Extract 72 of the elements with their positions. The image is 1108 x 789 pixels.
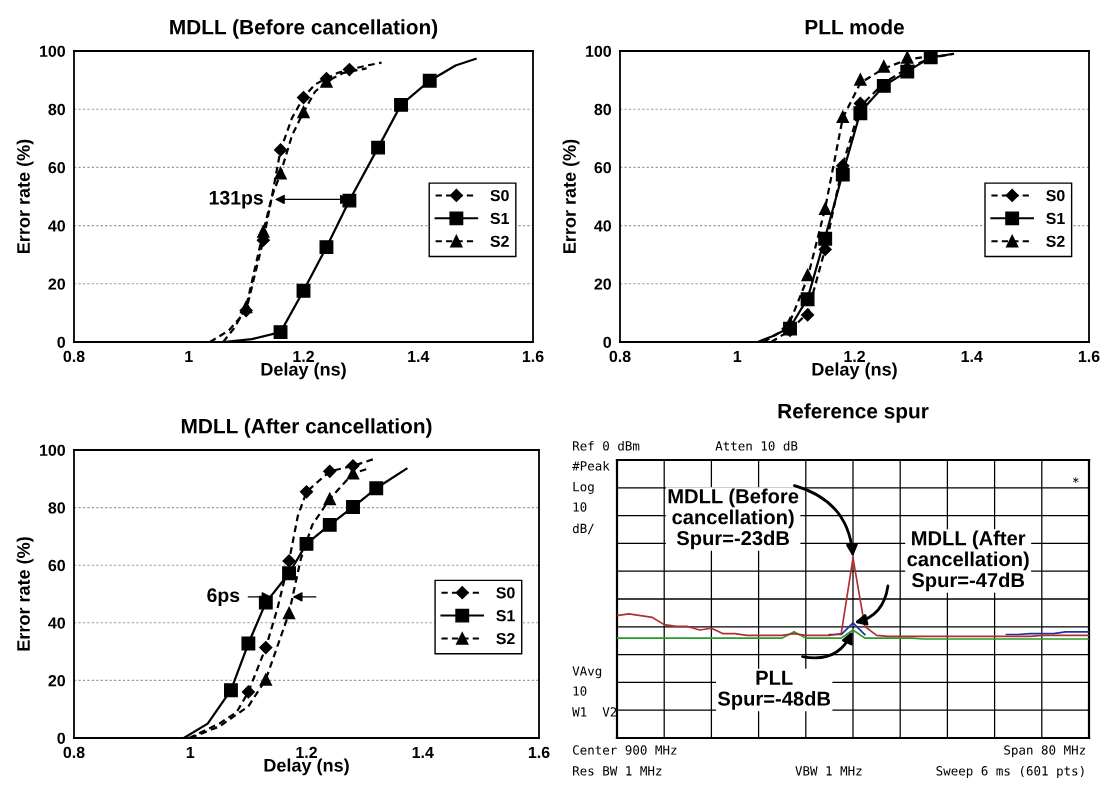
chart-title: Reference spur: [778, 403, 929, 423]
x-tick-label: 0.8: [63, 746, 85, 759]
y-tick-label: 60: [594, 162, 612, 174]
text: #Peak: [572, 460, 610, 471]
text: Center 900 MHz: [573, 745, 677, 755]
text: 10: [573, 686, 587, 696]
y-axis-title: Error rate (%): [16, 537, 34, 651]
text: *: [1073, 477, 1079, 483]
legend-label: S2: [496, 632, 515, 645]
y-tick-label: 100: [586, 45, 612, 57]
text: W1 V2: [572, 707, 617, 717]
annotation: 6ps: [207, 588, 240, 606]
chart-title: MDLL (After cancellation): [181, 418, 432, 438]
y-tick-label: 100: [40, 45, 66, 57]
annotation: MDLL (After cancellation) Spur=-47dB: [907, 530, 1029, 592]
y-tick-label: 0: [603, 336, 612, 348]
x-tick-label: 1.2: [296, 746, 317, 758]
text: MDLL (Before cancellation) Spur=-23dB: [668, 488, 799, 550]
y-tick-label: 40: [48, 617, 66, 629]
x-tick-label: 1.6: [528, 746, 550, 759]
y-tick-label: 100: [40, 444, 66, 456]
annotation: PLL Spur=-48dB: [717, 670, 831, 710]
text: Log: [573, 482, 594, 494]
y-tick-label: 20: [48, 675, 66, 687]
y-tick-label: 80: [48, 103, 66, 116]
y-tick-label: 20: [48, 278, 66, 290]
y-tick-label: 20: [594, 278, 612, 290]
legend-label: S2: [490, 235, 509, 247]
legend-label: S2: [1046, 235, 1065, 247]
text: dB/: [572, 523, 594, 535]
y-tick-label: 80: [48, 502, 66, 514]
y-tick-label: 0: [57, 336, 66, 348]
x-tick-label: 1: [185, 350, 193, 362]
x-tick-label: 1.4: [961, 350, 983, 362]
x-tick-label: 1.2: [293, 350, 314, 362]
legend-label: S1: [490, 212, 509, 225]
text: Atten 10 dB: [715, 440, 798, 451]
y-tick-label: 80: [594, 103, 612, 116]
y-tick-label: 60: [48, 559, 66, 572]
text: Span 80 MHz: [1004, 745, 1085, 758]
legend-label: S0: [496, 587, 515, 599]
y-tick-label: 0: [57, 732, 66, 744]
annotation: 131ps: [209, 190, 263, 209]
legend-label: S0: [490, 189, 509, 202]
y-axis-title: Error rate (%): [562, 139, 580, 253]
y-tick-label: 60: [48, 162, 66, 174]
y-tick-label: 40: [594, 220, 612, 232]
x-tick-label: 0.8: [63, 350, 85, 363]
text: VAvg: [572, 666, 602, 679]
x-tick-label: 1.4: [408, 350, 430, 362]
chart-title: MDLL (Before cancellation): [170, 19, 438, 39]
text: Sweep 6 ms (601 pts): [936, 765, 1084, 778]
x-axis-title: Delay (ns): [812, 362, 897, 380]
legend-label: S0: [1046, 189, 1065, 202]
x-tick-label: 1: [186, 746, 195, 758]
text: VBW 1 MHz: [795, 766, 862, 776]
x-axis-title: Delay (ns): [261, 362, 346, 380]
x-tick-label: 1.2: [844, 350, 865, 362]
text: Res BW 1 MHz: [573, 766, 662, 776]
x-tick-label: 1.4: [412, 746, 434, 758]
legend-label: S1: [1046, 212, 1065, 225]
y-tick-label: 40: [48, 220, 66, 232]
x-tick-label: 0.8: [609, 350, 631, 363]
text: Ref 0 dBm: [573, 440, 640, 451]
x-axis-title: Delay (ns): [264, 758, 349, 776]
y-axis-title: Error rate (%): [16, 139, 34, 253]
legend-label: S1: [496, 610, 515, 622]
x-tick-label: 1.6: [522, 350, 544, 363]
text: 10: [573, 502, 587, 512]
chart-title: PLL mode: [805, 19, 904, 35]
x-tick-label: 1.6: [1078, 350, 1100, 363]
x-tick-label: 1: [733, 350, 742, 362]
